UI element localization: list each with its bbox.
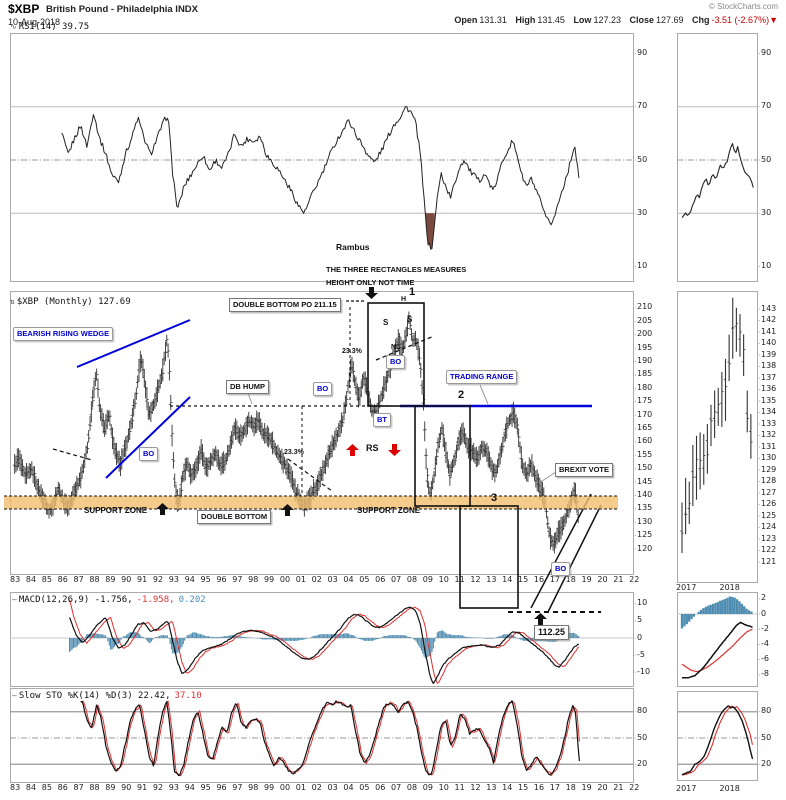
macd-line-icon: — [12,595,17,604]
quote-summary: Open 131.31 High 131.45 Low 127.23 Close 127… [448,15,778,25]
open-label: Open [454,15,478,25]
close-value: 127.69 [656,15,684,25]
symbol-name: British Pound - Philadelphia INDX [46,4,199,15]
stockcharts-credit: © StockCharts.com [708,2,778,11]
symbol: $XBP [8,2,40,16]
open-value: 131.31 [479,15,507,25]
candlestick-icon: ⇅ [10,297,15,306]
indicator-line-icon: ∿ [10,22,17,31]
chg-value: -3.51 (-2.67%) [711,15,770,25]
low-label: Low [573,15,592,25]
chart-date: 10-Aug-2018 [8,17,61,27]
close-label: Close [629,15,654,25]
chg-label: Chg [692,15,710,25]
macd-panel-label: — MACD(12,26,9) -1.756, -1.958, 0.202 [12,595,206,605]
high-value: 131.45 [537,15,565,25]
high-label: High [515,15,536,25]
sto-line-icon: — [12,691,17,700]
rsi-panel-label: ∿ RSI(14) 39.75 [10,22,90,32]
chart-header: $XBP British Pound - Philadelphia INDX ©… [0,0,786,32]
price-panel-label: ⇅ $XBP (Monthly) 127.69 [10,297,131,307]
sto-panel-label: — Slow STO %K(14) %D(3) 22.42, 37.10 [12,691,202,701]
change-down-arrow-icon: ▼ [769,15,778,25]
low-value: 127.23 [593,15,621,25]
